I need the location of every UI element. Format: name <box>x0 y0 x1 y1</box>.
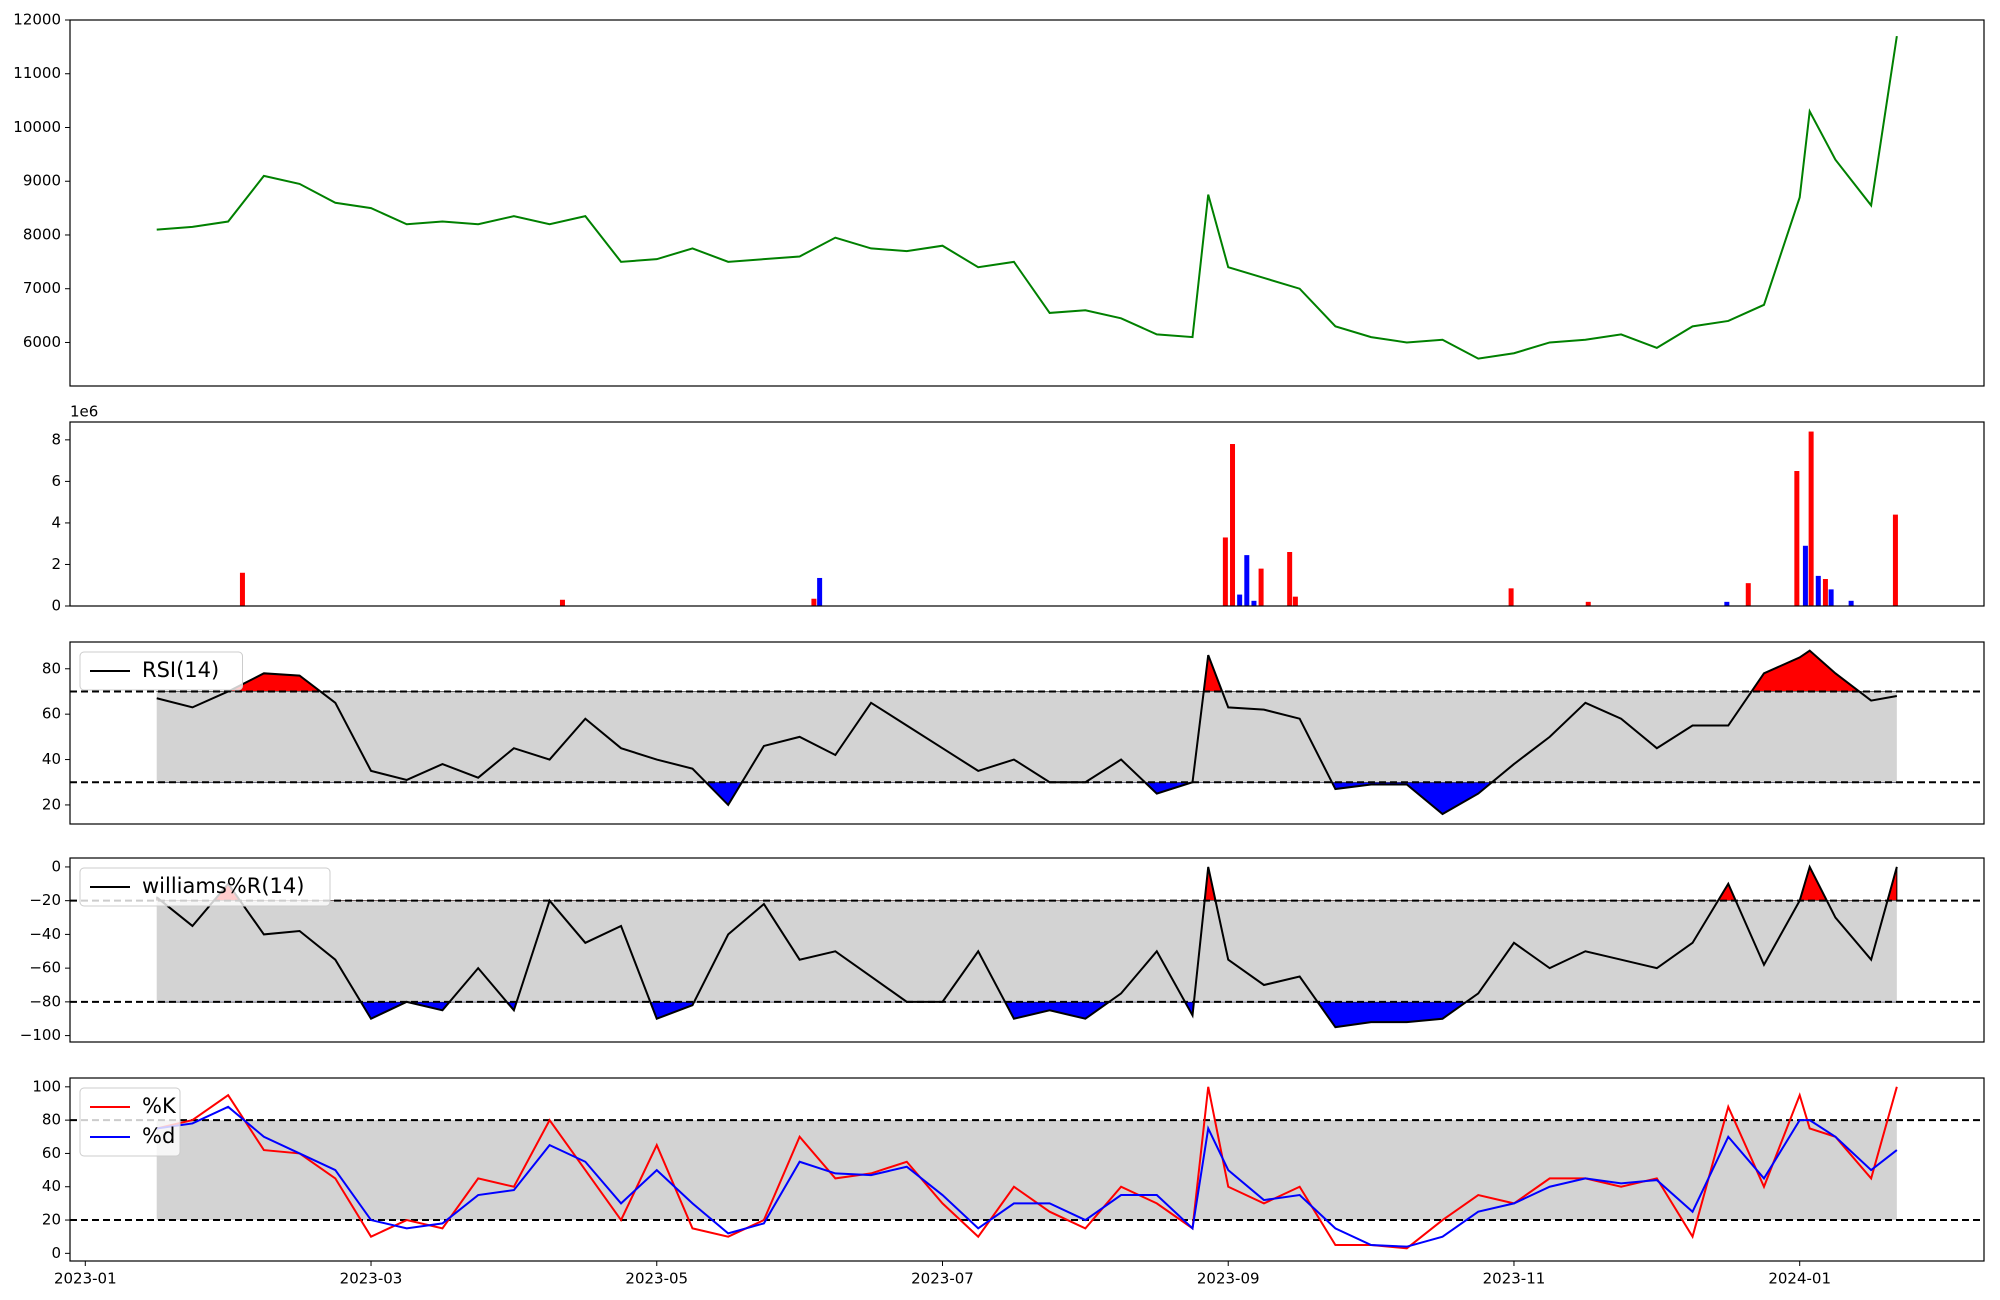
bar <box>1237 594 1243 606</box>
bar <box>1222 537 1228 606</box>
y-tick-label: 80 <box>42 1111 61 1129</box>
y-tick-label: 0 <box>51 597 61 615</box>
y-tick-label: 12000 <box>13 11 61 29</box>
x-tick-label: 2023-07 <box>911 1270 974 1288</box>
plot-frame <box>69 857 1985 1043</box>
y-tick-label: 100 <box>32 1077 61 1095</box>
panel: −100 −80 −60 −40 −20 0 williams%R(14) <box>20 857 1985 1044</box>
x-tick-label: 2023-11 <box>1483 1270 1546 1288</box>
y-tick-label: 40 <box>42 1177 61 1195</box>
legend-label: RSI(14) <box>142 658 219 682</box>
bar <box>1848 600 1854 606</box>
bar <box>1508 588 1514 606</box>
y-tick-label: −80 <box>29 992 61 1010</box>
bar <box>1892 514 1898 606</box>
legend-box <box>79 867 331 907</box>
legend-box <box>79 1087 181 1157</box>
x-tick-label: 2024-01 <box>1768 1270 1831 1288</box>
bar <box>1258 568 1264 606</box>
line <box>156 864 1898 1029</box>
offset-label: 1e6 <box>70 403 98 421</box>
bar <box>1828 589 1834 606</box>
panel: 0 2 4 6 8 1e6 <box>51 403 1985 615</box>
y-tick-label: −20 <box>29 891 61 909</box>
plot-frame <box>69 19 1985 387</box>
bar <box>1794 471 1800 606</box>
line <box>156 649 1898 816</box>
y-tick-label: 2 <box>51 555 61 573</box>
plot-frame <box>69 641 1985 825</box>
y-tick-label: −40 <box>29 925 61 943</box>
y-tick-label: 60 <box>42 1144 61 1162</box>
y-tick-label: 11000 <box>13 64 61 82</box>
bar <box>559 599 565 606</box>
y-tick-label: 8 <box>51 430 61 448</box>
y-tick-label: −60 <box>29 959 61 977</box>
bar <box>1815 575 1821 606</box>
y-tick-label: 0 <box>51 857 61 875</box>
bar <box>1287 552 1293 606</box>
legend-label: %K <box>142 1094 177 1118</box>
x-tick-label: 2023-01 <box>54 1270 117 1288</box>
bar <box>1244 555 1250 606</box>
bar <box>1230 444 1236 606</box>
x-tick-label: 2023-05 <box>625 1270 688 1288</box>
y-tick-label: 20 <box>42 795 61 813</box>
y-tick-label: 6000 <box>23 333 61 351</box>
extreme-fill <box>156 1001 1898 1028</box>
y-tick-label: −100 <box>20 1026 61 1044</box>
x-tick-label: 2023-03 <box>340 1270 403 1288</box>
y-tick-label: 0 <box>51 1244 61 1262</box>
bar <box>817 577 823 606</box>
x-tick-label: 2023-09 <box>1197 1270 1260 1288</box>
plot-frame <box>69 1077 1985 1262</box>
bar <box>1745 583 1751 606</box>
bar <box>811 598 817 606</box>
y-tick-label: 10000 <box>13 118 61 136</box>
y-tick-label: 80 <box>42 659 61 677</box>
panel: 0 20 40 60 80 100 %K %d 2023-01 2023-03 2023-05 202… <box>32 1077 1985 1288</box>
bar <box>1802 545 1808 606</box>
line <box>156 35 1898 360</box>
panel: 20 40 60 80 RSI(14) <box>42 641 1985 825</box>
y-tick-label: 7000 <box>23 279 61 297</box>
panel: 6000 7000 8000 9000 10000 11000 12000 <box>13 11 1985 387</box>
y-tick-label: 8000 <box>23 225 61 243</box>
bar <box>1822 579 1828 606</box>
bar <box>1251 600 1257 606</box>
y-tick-label: 60 <box>42 705 61 723</box>
band <box>156 1120 1897 1221</box>
y-tick-label: 6 <box>51 472 61 490</box>
y-tick-label: 40 <box>42 750 61 768</box>
bar <box>1585 601 1591 606</box>
band <box>156 900 1897 1002</box>
legend-box <box>79 651 243 691</box>
line <box>156 1105 1898 1248</box>
y-tick-label: 20 <box>42 1211 61 1229</box>
legend-label: %d <box>142 1124 175 1148</box>
extreme-fill <box>156 782 1898 815</box>
bar <box>1292 596 1298 606</box>
bar <box>1808 431 1814 606</box>
plot-frame <box>69 421 1985 607</box>
y-tick-label: 9000 <box>23 172 61 190</box>
bar <box>1724 601 1730 606</box>
y-tick-label: 4 <box>51 513 61 531</box>
bar <box>239 572 245 606</box>
legend-label: williams%R(14) <box>142 874 304 898</box>
